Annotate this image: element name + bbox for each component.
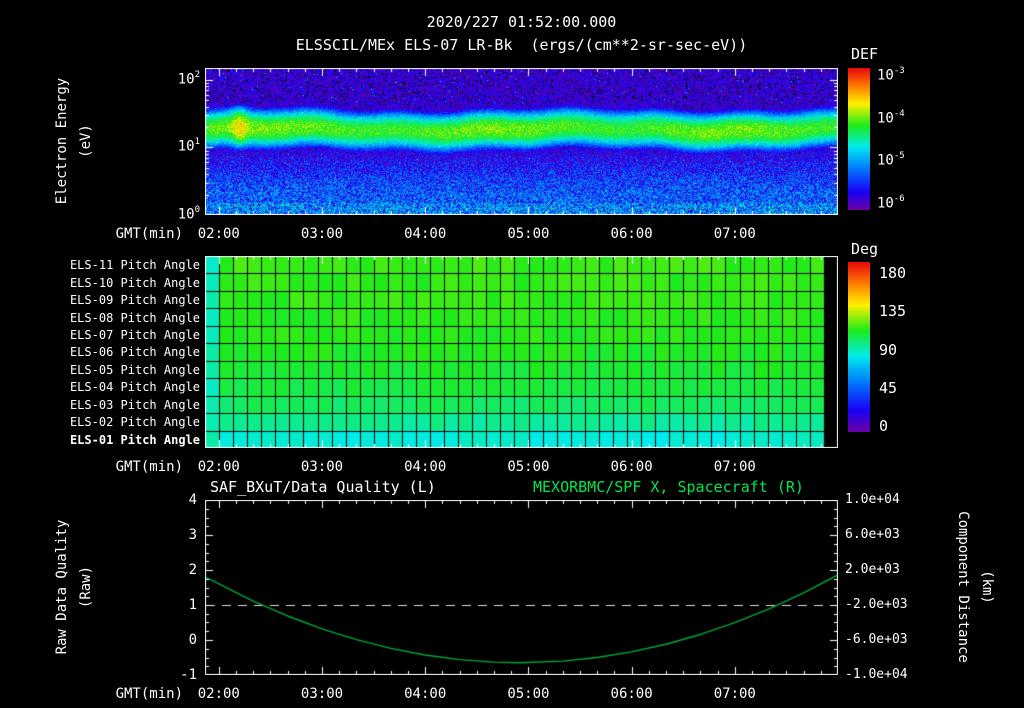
spacecraft-series-title: MEXORBMC/SPF X, Spacecraft (R) [533,478,804,496]
row-label-els-02: ELS-02 Pitch Angle [69,415,200,429]
row-label-els-03: ELS-03 Pitch Angle [69,398,200,412]
spectrogram-ytick-100ev: 102 [177,70,200,88]
right-ytick-m2e3: -2.0e+03 [845,597,908,612]
deg-colorbar-tick-180: 180 [879,264,907,282]
left-ytick-1: 1 [188,597,197,613]
time-tick-label: 02:00 [197,686,240,702]
time-tick-label: 05:00 [507,459,550,475]
quality-series-title: SAF_BXuT/Data Quality (L) [210,478,436,496]
quality-ylabel-units: (Raw) [78,565,94,609]
spectrogram-time-ticks: 02:00 03:00 04:00 05:00 06:00 07:00 [198,226,838,242]
row-label-els-04: ELS-04 Pitch Angle [69,380,200,394]
row-label-els-07: ELS-07 Pitch Angle [69,328,200,342]
pitch-time-ticks: 02:00 03:00 04:00 05:00 06:00 07:00 [198,459,838,475]
row-label-els-09: ELS-09 Pitch Angle [69,293,200,307]
time-tick-label: 06:00 [610,459,653,475]
time-tick-label: 03:00 [300,459,344,475]
time-tick-label: 04:00 [404,686,447,702]
quality-ylabel: Raw Data Quality [54,519,70,655]
row-label-els-05: ELS-05 Pitch Angle [69,363,200,377]
quality-distance-lineplot [205,500,838,675]
time-tick-label: 07:00 [713,226,756,242]
time-tick-label: 07:00 [713,686,756,702]
timestamp: 2020/227 01:52:00.000 [426,13,617,31]
right-ytick-6e3: 6.0e+03 [845,527,900,542]
right-ytick-2e3: 2.0e+03 [845,562,900,577]
time-tick-label: 07:00 [713,459,756,475]
def-colorbar-title: DEF [851,45,879,63]
units-label: (ergs/(cm**2-sr-sec-eV)) [530,36,748,54]
instrument-title: ELSSCIL/MEx ELS-07 LR-Bk [295,36,513,54]
left-ytick-2: 2 [188,562,197,578]
spectrogram-xaxis-label: GMT(min) [115,226,183,242]
time-tick-label: 02:00 [197,459,240,475]
right-ytick-m6e3: -6.0e+03 [845,632,908,647]
time-tick-label: 06:00 [610,226,653,242]
spectrogram-ylabel: Electron Energy [54,77,70,205]
deg-colorbar-tick-90: 90 [879,341,898,359]
left-ytick-3: 3 [188,527,197,543]
bottom-xaxis-label: GMT(min) [115,686,183,702]
row-label-els-11: ELS-11 Pitch Angle [69,258,200,272]
spectrogram-ytick-10ev: 101 [177,137,200,155]
def-colorbar-tick-1e-3: 10-3 [877,66,905,84]
pitch-xaxis-label: GMT(min) [115,459,183,475]
left-ytick-4: 4 [188,492,197,508]
time-tick-label: 03:00 [300,686,344,702]
distance-ylabel: Component Distance [955,511,971,663]
time-tick-label: 04:00 [404,459,447,475]
def-colorbar-tick-1e-5: 10-5 [877,151,905,169]
pitch-angle-heatmap [205,256,838,448]
time-tick-label: 02:00 [197,226,240,242]
spectrogram-ytick-1ev: 100 [177,205,200,223]
deg-colorbar-tick-45: 45 [879,379,898,397]
deg-colorbar-tick-0: 0 [879,417,889,435]
electron-energy-spectrogram [205,68,838,215]
plot-title: ELSSCIL/MEx ELS-07 LR-Bk (ergs/(cm**2-sr-… [105,36,938,54]
spectrogram-ylabel-units: (eV) [78,124,94,158]
deg-colorbar-title: Deg [851,240,879,258]
deg-colorbar-tick-135: 135 [879,302,907,320]
bottom-time-ticks: 02:00 03:00 04:00 05:00 06:00 07:00 [198,686,838,702]
left-ytick-0: 0 [188,632,197,648]
def-colorbar [848,68,870,210]
left-ytick-m1: -1 [180,667,197,683]
time-tick-label: 06:00 [610,686,653,702]
time-tick-label: 03:00 [300,226,344,242]
def-colorbar-tick-1e-6: 10-6 [877,194,905,212]
row-label-els-10: ELS-10 Pitch Angle [69,276,200,290]
row-label-els-06: ELS-06 Pitch Angle [69,345,200,359]
time-tick-label: 05:00 [507,686,550,702]
row-label-els-01: ELS-01 Pitch Angle [69,433,200,447]
right-ytick-1e4: 1.0e+04 [845,492,900,507]
def-colorbar-tick-1e-4: 10-4 [877,109,905,127]
time-tick-label: 05:00 [507,226,550,242]
row-label-els-08: ELS-08 Pitch Angle [69,311,200,325]
distance-ylabel-units: (km) [979,570,995,604]
deg-colorbar [848,262,870,432]
right-ytick-m1e4: -1.0e+04 [845,667,908,682]
time-tick-label: 04:00 [404,226,447,242]
